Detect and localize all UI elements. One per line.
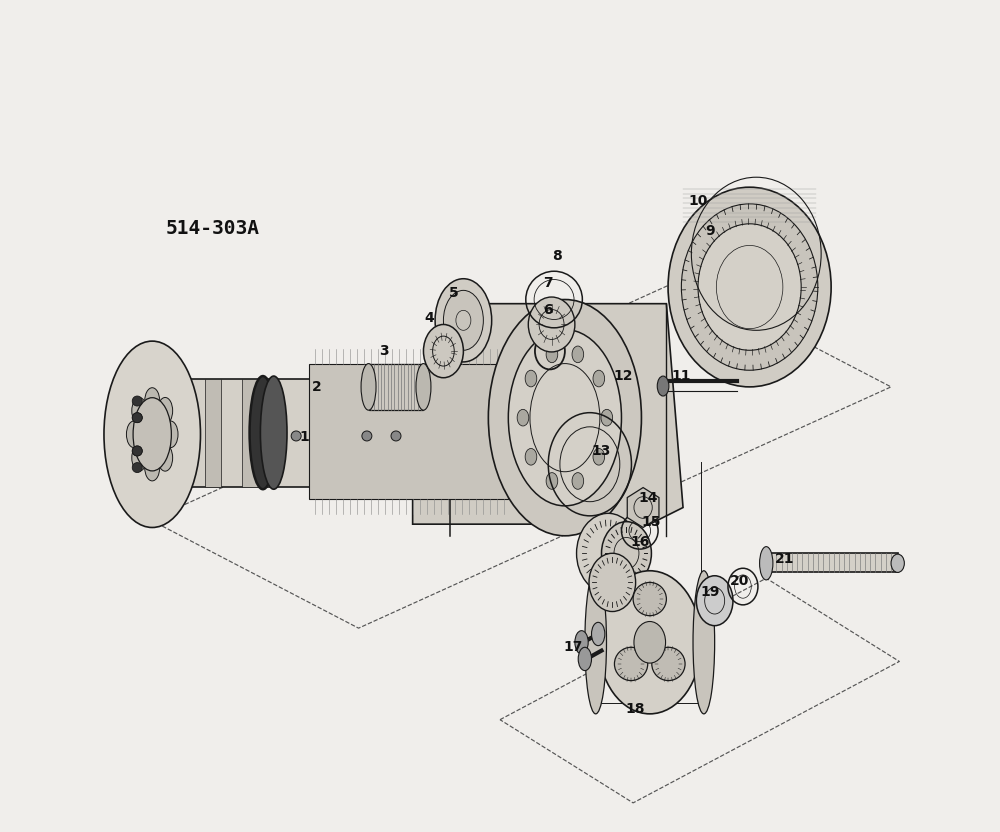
Ellipse shape <box>657 376 669 396</box>
Text: 18: 18 <box>625 702 645 716</box>
Ellipse shape <box>528 297 575 352</box>
Ellipse shape <box>585 571 606 714</box>
Ellipse shape <box>760 547 773 580</box>
Text: 14: 14 <box>638 491 658 504</box>
Ellipse shape <box>132 413 142 423</box>
Polygon shape <box>483 379 500 487</box>
Text: 12: 12 <box>613 369 633 383</box>
Ellipse shape <box>652 647 685 681</box>
Ellipse shape <box>546 346 558 363</box>
Polygon shape <box>309 364 508 499</box>
Polygon shape <box>242 379 259 487</box>
Ellipse shape <box>514 379 536 487</box>
Ellipse shape <box>163 421 178 448</box>
Text: 7: 7 <box>543 276 553 290</box>
Ellipse shape <box>598 571 701 714</box>
Text: 15: 15 <box>642 516 661 529</box>
Ellipse shape <box>517 409 529 426</box>
Ellipse shape <box>525 370 537 387</box>
Ellipse shape <box>132 398 147 424</box>
Ellipse shape <box>633 582 666 616</box>
Ellipse shape <box>488 300 641 536</box>
Text: 21: 21 <box>775 552 794 566</box>
Ellipse shape <box>423 324 463 378</box>
Ellipse shape <box>132 446 142 456</box>
Ellipse shape <box>593 448 605 465</box>
Ellipse shape <box>145 388 160 414</box>
Ellipse shape <box>132 444 147 471</box>
Text: 16: 16 <box>630 536 649 549</box>
Ellipse shape <box>577 513 640 593</box>
Polygon shape <box>425 379 442 487</box>
Ellipse shape <box>145 454 160 481</box>
Ellipse shape <box>132 463 142 473</box>
Text: 4: 4 <box>424 311 434 324</box>
Ellipse shape <box>693 571 715 714</box>
Ellipse shape <box>416 364 431 410</box>
Text: 6: 6 <box>543 303 553 316</box>
Ellipse shape <box>696 576 733 626</box>
Ellipse shape <box>593 370 605 387</box>
Ellipse shape <box>614 647 648 681</box>
Ellipse shape <box>891 554 904 572</box>
Text: 20: 20 <box>730 574 749 587</box>
Text: 19: 19 <box>700 586 719 599</box>
Ellipse shape <box>634 622 666 663</box>
Ellipse shape <box>291 431 301 441</box>
Text: 13: 13 <box>592 444 611 458</box>
Ellipse shape <box>578 647 592 671</box>
Ellipse shape <box>133 398 171 471</box>
Text: 8: 8 <box>552 250 561 263</box>
Ellipse shape <box>132 446 142 456</box>
Polygon shape <box>334 379 350 487</box>
Ellipse shape <box>132 413 142 423</box>
Ellipse shape <box>508 329 621 506</box>
Ellipse shape <box>132 396 142 406</box>
Ellipse shape <box>391 431 401 441</box>
Polygon shape <box>766 553 898 572</box>
Text: 11: 11 <box>672 369 691 383</box>
Ellipse shape <box>362 431 372 441</box>
Ellipse shape <box>126 421 141 448</box>
Ellipse shape <box>681 204 818 370</box>
Polygon shape <box>413 304 683 524</box>
Ellipse shape <box>250 376 276 489</box>
Ellipse shape <box>158 398 173 424</box>
Ellipse shape <box>435 279 492 362</box>
Ellipse shape <box>602 522 651 585</box>
Polygon shape <box>162 379 525 487</box>
Text: 5: 5 <box>449 286 459 300</box>
Text: 1: 1 <box>300 430 309 443</box>
Text: 10: 10 <box>688 195 708 208</box>
Ellipse shape <box>546 473 558 489</box>
Polygon shape <box>205 379 221 487</box>
Ellipse shape <box>698 224 801 350</box>
Text: 9: 9 <box>705 225 714 238</box>
Ellipse shape <box>668 187 831 387</box>
Ellipse shape <box>525 448 537 465</box>
Ellipse shape <box>575 631 588 654</box>
Ellipse shape <box>572 346 584 363</box>
Polygon shape <box>627 488 659 527</box>
Ellipse shape <box>104 341 200 527</box>
Text: 2: 2 <box>312 380 322 394</box>
Text: 17: 17 <box>564 641 583 654</box>
Ellipse shape <box>443 290 483 350</box>
Polygon shape <box>369 364 423 410</box>
Ellipse shape <box>589 553 636 612</box>
Ellipse shape <box>361 364 376 410</box>
Ellipse shape <box>572 473 584 489</box>
Ellipse shape <box>592 622 605 646</box>
Ellipse shape <box>601 409 613 426</box>
Ellipse shape <box>260 376 287 489</box>
Ellipse shape <box>158 444 173 471</box>
Text: 514-303A: 514-303A <box>166 220 260 238</box>
Text: 3: 3 <box>379 344 388 358</box>
